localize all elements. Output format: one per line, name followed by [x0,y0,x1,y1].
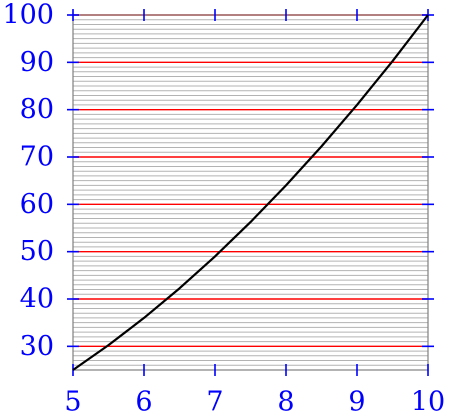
y-tick-label: 90 [20,47,54,78]
y-tick-label: 50 [20,236,54,267]
x-tick-label: 6 [135,387,152,416]
x-tick-labels: 5 6 7 8 9 10 [64,387,445,416]
x-tick-label: 9 [348,387,365,416]
y-tick-label: 30 [20,331,54,362]
plot-border [72,14,429,371]
y-tick-label: 70 [20,142,54,173]
x-tick-label: 7 [206,387,223,416]
y-tick-labels: 30 40 50 60 70 80 90 100 [2,0,54,362]
plot-frame [72,14,429,371]
x-tick-label: 5 [64,387,81,416]
axis-ticks [67,9,434,376]
y-tick-label: 60 [20,189,54,220]
minor-gridlines [73,19,428,366]
series-line [72,14,429,371]
curve-group [72,14,429,371]
x-tick-label: 10 [411,387,445,416]
x-tick-label: 8 [277,387,294,416]
y-tick-label: 80 [20,94,54,125]
y-tick-label: 100 [2,0,54,31]
y-tick-label: 40 [20,284,54,315]
